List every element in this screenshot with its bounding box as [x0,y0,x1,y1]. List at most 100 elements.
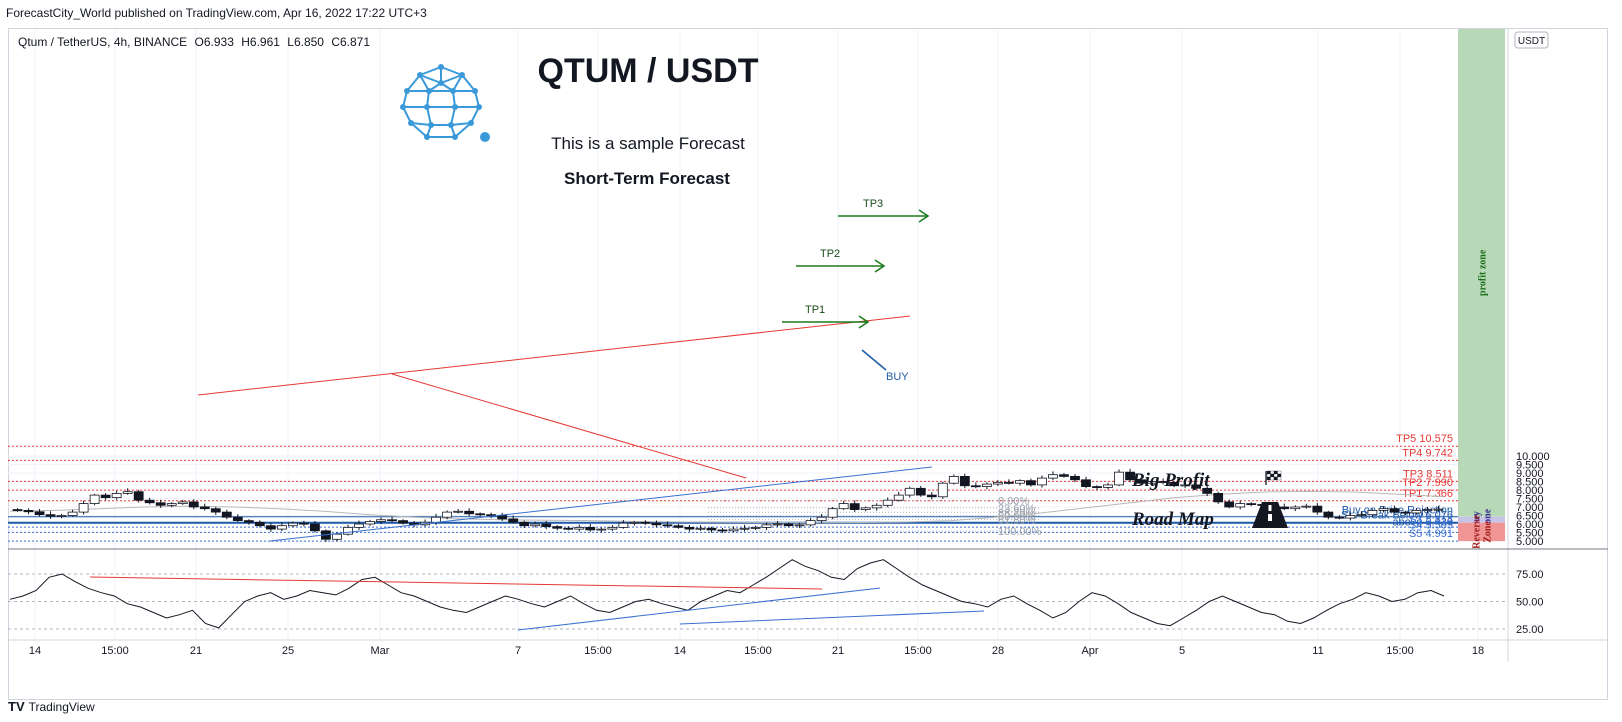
road-map-label: Road Map [1131,509,1214,530]
candle-body [1301,505,1312,508]
logo-edge [426,106,432,126]
time-tick-label: 15:00 [584,645,612,657]
logo-edge [410,122,428,138]
candle-body [937,482,948,498]
candle-body [519,521,530,527]
candle-body [199,506,210,510]
zone-label: Reverse [1472,514,1483,548]
fib-label: 23.60% [998,503,1036,515]
time-tick-label: 21 [190,645,202,657]
road-dash [1268,514,1272,521]
trendline-upper-red [197,315,911,396]
candle-body [827,508,838,518]
candle-body [1356,514,1367,517]
candle-body [1312,505,1323,513]
logo-edge [406,74,421,92]
level-label: S3 5.814 [1409,514,1453,526]
logo-node [459,72,465,78]
candle-body [706,527,717,531]
arrow-head-icon [874,259,886,273]
time-tick-label: 14 [674,645,686,657]
candle-body [651,522,662,526]
time-tick-label: 11 [1312,645,1323,657]
candle-body [1081,479,1091,487]
flag-cell [1270,473,1275,478]
candle-body [629,521,640,524]
candle-body [254,521,265,527]
logo-edge [419,66,442,76]
annotation-layer: TP3 TP2 TP1 BUY [805,198,930,383]
flag-cell [1273,473,1278,478]
candle-body [772,523,783,526]
candle-body [1246,503,1257,506]
candle-body [56,515,67,517]
candle-body [453,510,464,513]
price-tick-label: 9.500 [1516,460,1544,472]
flag-cell [1277,470,1282,475]
candle-body [1037,477,1047,486]
candle-body [1422,509,1433,511]
candle-body [1158,481,1169,483]
logo-edge [461,74,476,92]
candle-body [1334,516,1345,519]
candle-body [332,533,342,540]
candle-body [838,503,849,510]
qtum-logo-icon [400,64,490,142]
candle-body [1367,509,1378,516]
price-tick-label: 5.000 [1516,536,1544,548]
candle-body [1026,480,1036,486]
zone-label: Buy [1472,511,1483,528]
buy-zone-rect [1458,516,1505,523]
flag-cell [1270,476,1275,481]
candle-body [1169,481,1180,487]
logo-edge [454,122,472,138]
candle-body [695,527,706,530]
logo-node [476,104,482,110]
currency-badge [1514,31,1549,49]
fib-label: 61.80% [998,514,1036,526]
candle-body [563,527,574,530]
candle-body [1235,503,1246,508]
candle-body [343,527,353,535]
candle-body [1411,509,1422,514]
symbol-name: Qtum / TetherUS, 4h, BINANCE [18,35,188,49]
candle-body [662,524,673,527]
logo-node [452,104,458,110]
time-tick-label: 15:00 [744,645,772,657]
symbol-legend[interactable]: Qtum / TetherUS, 4h, BINANCE O6.933 H6.9… [18,35,374,49]
road-dash [1268,505,1272,511]
candle-body [1400,511,1411,514]
logo-node [472,88,478,94]
candle-body [761,524,772,528]
target-label: TP1 [805,304,825,316]
profit-zone-label-group: profit zone [1478,249,1489,296]
buy-label: BUY [886,371,909,383]
candle-body [596,528,607,531]
candle-body [365,521,375,525]
candle-body [618,522,629,528]
candle-body [970,485,981,488]
logo-node [428,122,434,128]
osc-trendline-blue [517,587,881,631]
logo-node [426,88,432,94]
close-value: C6.871 [331,35,371,49]
logo-node [417,72,423,78]
logo-node [452,134,458,140]
candle-body [1213,492,1224,503]
logo-node [438,80,444,86]
price-tick-label: 5.500 [1516,528,1544,540]
logo-edge [440,74,463,84]
price-tick-label: 6.500 [1516,511,1544,523]
candle-body [948,475,959,484]
candle-body [1048,474,1058,479]
tradingview-logo-icon: T​V [8,699,25,714]
candle-body [893,494,904,501]
candle-body [607,527,618,530]
arrow-head-icon [858,315,870,329]
candle-body [816,516,827,522]
candle-body [287,522,298,527]
axes-layer: 10.0009.5009.0008.5008.0007.5007.0006.50… [8,29,1608,662]
fib-label: 0.00% [998,496,1029,508]
chart-title: QTUM / USDT [538,52,759,90]
